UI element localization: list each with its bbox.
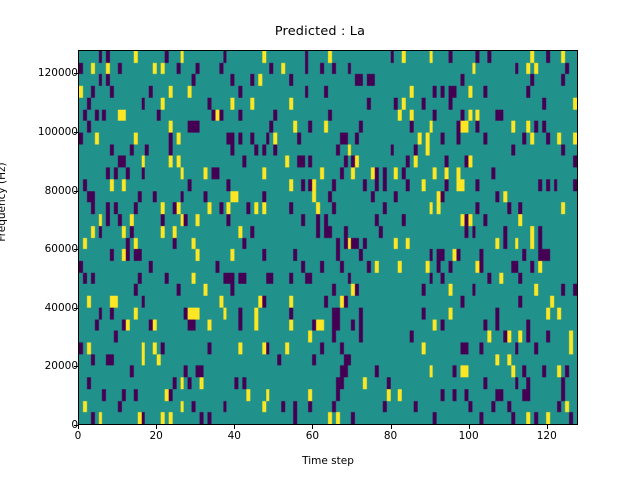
- x-tick-mark: [390, 425, 392, 429]
- y-tick-label: 60000: [44, 243, 78, 256]
- x-tick-mark: [78, 425, 79, 429]
- page-title: Predicted : La: [274, 24, 366, 39]
- heatmap-axes: [78, 50, 578, 425]
- x-tick-label: 80: [383, 430, 398, 442]
- x-tick-mark: [468, 425, 470, 429]
- x-tick-mark: [546, 425, 548, 429]
- y-tick-mark: [74, 190, 78, 192]
- y-tick-label: 80000: [44, 184, 78, 197]
- x-tick-label: 0: [74, 430, 82, 442]
- spectrogram-heatmap: [79, 51, 577, 424]
- y-tick-label: 40000: [44, 301, 78, 314]
- y-tick-label: 20000: [44, 360, 78, 373]
- x-tick-label: 60: [305, 430, 320, 442]
- y-tick-mark: [74, 132, 78, 134]
- x-tick-label: 40: [227, 430, 241, 442]
- x-tick-mark: [234, 425, 236, 429]
- y-tick-label: 100000: [37, 126, 78, 139]
- x-tick-mark: [312, 425, 314, 429]
- x-tick-mark: [156, 425, 158, 429]
- x-axis-label: Time step: [302, 455, 354, 467]
- y-tick-mark: [74, 425, 78, 426]
- x-tick-label: 100: [458, 430, 479, 442]
- y-tick-mark: [74, 73, 78, 75]
- y-tick-label: 120000: [37, 67, 78, 80]
- y-tick-mark: [74, 366, 78, 368]
- y-tick-mark: [74, 307, 78, 309]
- x-tick-label: 120: [536, 430, 557, 442]
- y-tick-mark: [74, 249, 78, 251]
- x-tick-label: 20: [149, 430, 163, 442]
